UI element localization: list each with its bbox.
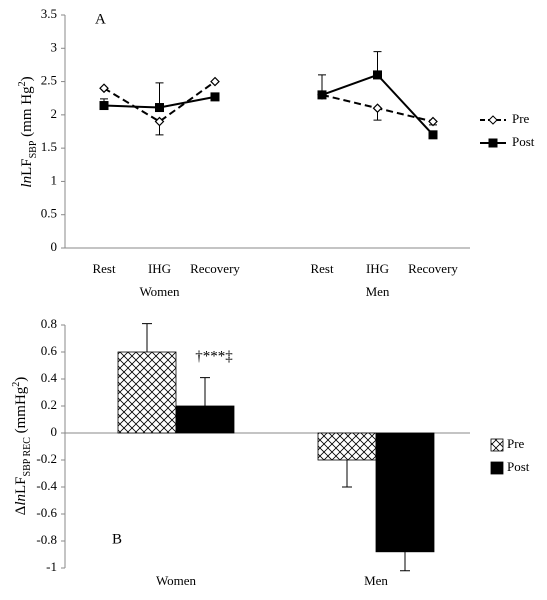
series-line xyxy=(103,80,216,123)
legend-swatch xyxy=(490,461,504,475)
y-tick-label: 2 xyxy=(51,106,58,121)
x-tick-label: IHG xyxy=(366,261,389,276)
x-tick-label: Recovery xyxy=(190,261,240,276)
y-tick-label: 1.5 xyxy=(41,139,57,154)
legend-label: Pre xyxy=(507,436,525,451)
x-tick-label: Rest xyxy=(310,261,334,276)
y-label-part: Δ xyxy=(13,505,29,515)
y-tick-label: 2.5 xyxy=(41,73,57,88)
y-tick-label: 0.5 xyxy=(41,206,57,221)
error-bar xyxy=(142,323,152,352)
y-label-part: ) xyxy=(13,377,29,382)
y-tick-label: -0.4 xyxy=(36,478,57,493)
y-label-part: ln xyxy=(19,176,35,188)
y-label-part: ln xyxy=(13,494,29,506)
marker xyxy=(154,116,165,127)
marker xyxy=(99,83,109,94)
y-tick-label: 0 xyxy=(51,424,58,439)
group-label: Men xyxy=(366,284,390,299)
y-tick-label: 0.6 xyxy=(41,343,58,358)
group-label: Women xyxy=(139,284,180,299)
error-bar xyxy=(342,460,352,488)
y-axis-label: lnLFSBP (mm Hg2) xyxy=(17,76,39,187)
marker xyxy=(210,76,220,87)
y-axis-label: ΔlnLFSBP REC (mmHg2) xyxy=(11,377,33,516)
x-tick-label: Recovery xyxy=(408,261,458,276)
y-label-part: LF xyxy=(13,476,29,494)
y-label-part: 2 xyxy=(17,81,28,86)
x-tick-label: Men xyxy=(364,573,388,588)
marker xyxy=(428,116,438,127)
marker xyxy=(372,103,383,114)
y-label-part: SBP xyxy=(28,140,39,158)
y-tick-label: 0.4 xyxy=(41,370,58,385)
error-bar xyxy=(200,377,210,406)
error-bar xyxy=(400,551,410,572)
y-label-part: ) xyxy=(19,76,35,81)
legend-swatch xyxy=(490,438,504,452)
marker xyxy=(317,90,327,100)
y-label-part: (mmHg xyxy=(13,386,29,437)
y-tick-label: 3.5 xyxy=(41,6,57,21)
y-tick-label: 1 xyxy=(51,172,58,187)
marker xyxy=(210,92,220,102)
y-tick-label: 0 xyxy=(51,239,58,254)
y-tick-label: 3 xyxy=(51,39,58,54)
marker xyxy=(373,70,382,80)
y-tick-label: -1 xyxy=(46,559,57,574)
panel-label: B xyxy=(112,531,122,547)
y-tick-label: 0.8 xyxy=(41,316,57,331)
y-tick-label: -0.6 xyxy=(36,505,57,520)
y-label-part: LF xyxy=(19,158,35,176)
legend-label: Post xyxy=(507,459,530,474)
x-tick-label: Women xyxy=(156,573,197,588)
annotation: †***‡ xyxy=(195,348,233,364)
legend-label: Post xyxy=(512,134,535,149)
y-tick-label: -0.2 xyxy=(36,451,57,466)
bar xyxy=(117,351,177,434)
legend-marker xyxy=(488,138,498,148)
bar xyxy=(317,432,377,461)
x-tick-label: Rest xyxy=(92,261,116,276)
panel-label: A xyxy=(95,11,106,27)
y-tick-label: -0.8 xyxy=(36,532,57,547)
y-label-part: SBP REC xyxy=(22,437,33,477)
marker xyxy=(99,101,109,111)
y-tick-label: 0.2 xyxy=(41,397,57,412)
y-label-part: (mm Hg xyxy=(19,86,35,141)
bar xyxy=(375,432,435,553)
legend-label: Pre xyxy=(512,111,530,126)
bar xyxy=(175,405,235,434)
x-tick-label: IHG xyxy=(148,261,171,276)
legend-marker xyxy=(488,115,498,125)
marker xyxy=(428,130,438,140)
y-label-part: 2 xyxy=(11,382,22,387)
marker xyxy=(155,103,164,113)
